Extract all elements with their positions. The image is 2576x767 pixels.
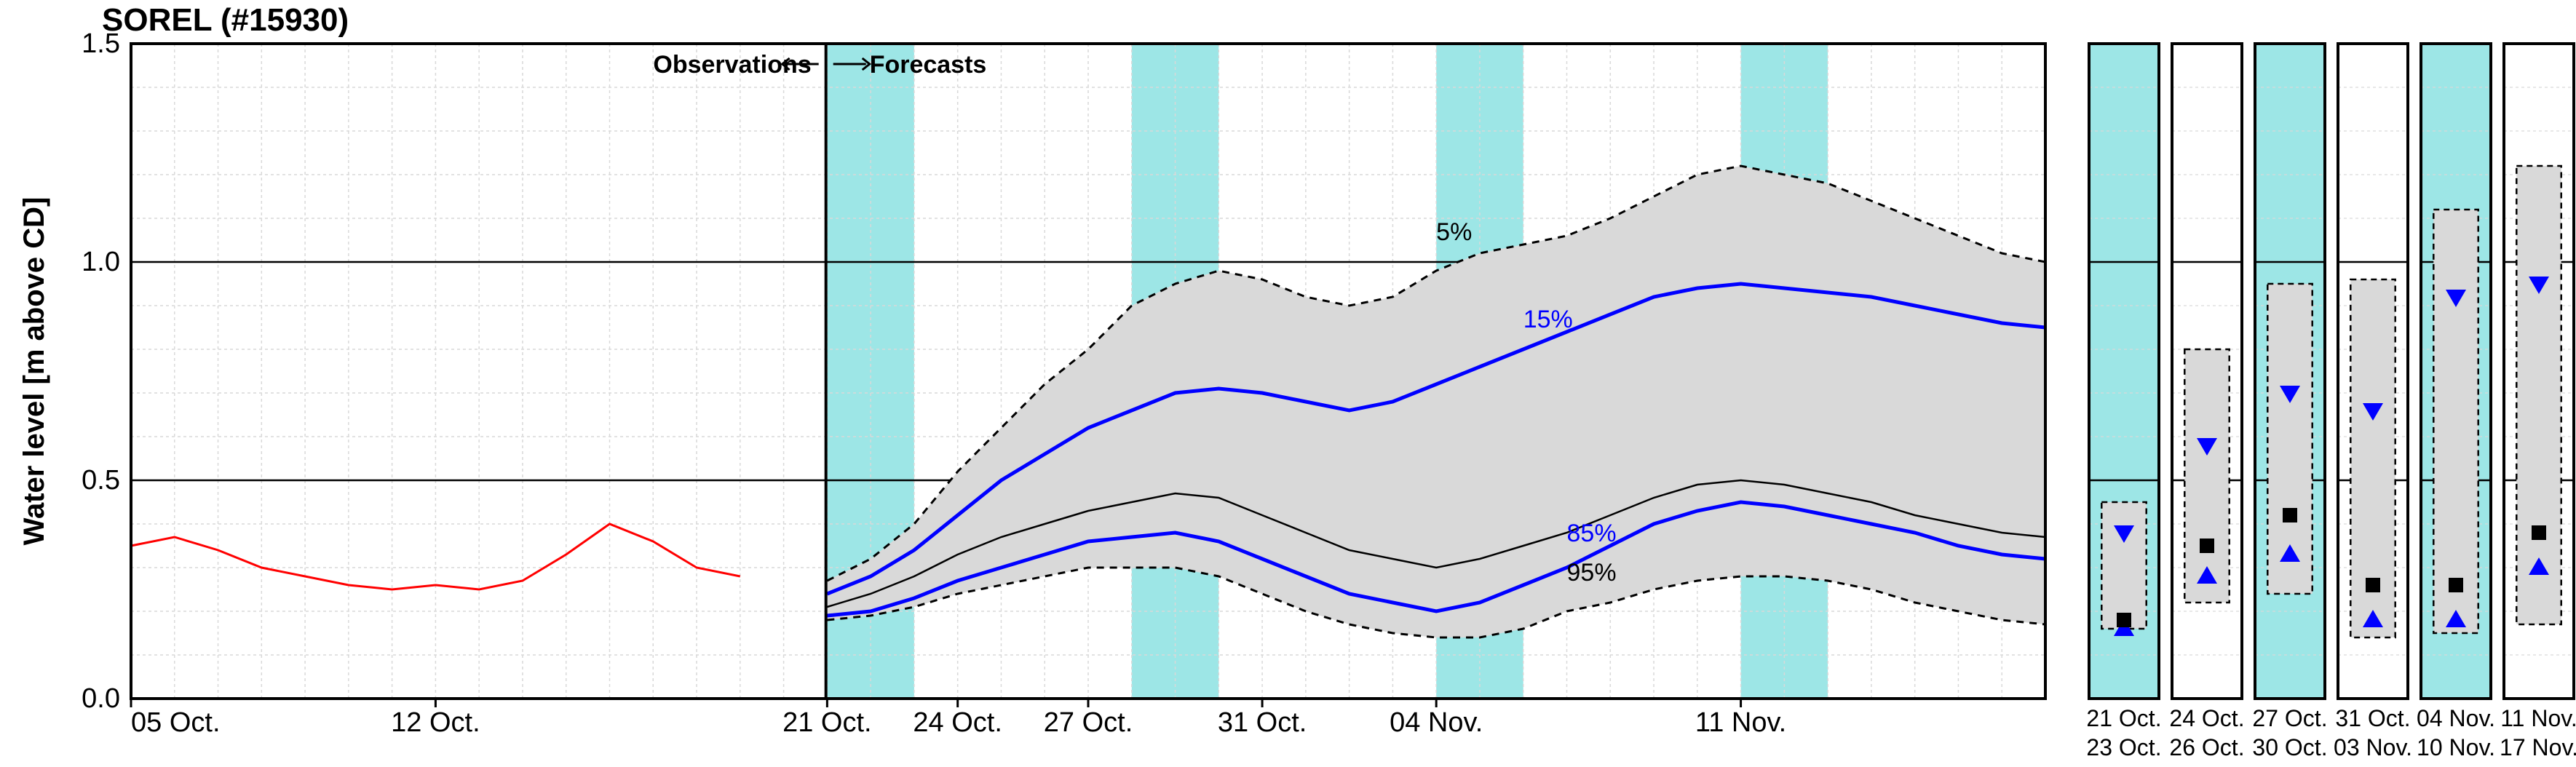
side-band [2516,166,2561,624]
xtick-label: 27 Oct. [1044,707,1133,738]
side-date-top: 27 Oct. [2252,705,2327,731]
side-date-top: 31 Oct. [2335,705,2410,731]
median-marker-icon [2449,578,2463,592]
hydrograph-figure: SOREL (#15930) Water level [m above CD] 5%… [0,0,2576,767]
side-band [2101,502,2146,629]
y-axis-label: Water level [m above CD] [18,197,50,546]
side-date-top: 24 Oct. [2169,705,2244,731]
side-date-top: 11 Nov. [2500,705,2576,731]
xtick-label: 21 Oct. [782,707,872,738]
median-marker-icon [2532,525,2546,540]
side-date-top: 04 Nov. [2417,705,2495,731]
ytick-label: 1.0 [82,247,120,277]
side-band [2184,349,2229,603]
pct-label: 95% [1567,559,1617,587]
median-marker-icon [2283,508,2297,522]
fcst-label: Forecasts [870,51,987,79]
side-date-bot: 23 Oct. [2086,734,2161,760]
chart-title: SOREL (#15930) [102,2,349,38]
side-date-bot: 03 Nov. [2334,734,2412,760]
side-band [2433,210,2478,633]
xtick-label: 24 Oct. [913,707,1002,738]
ytick-label: 0.0 [82,683,120,714]
xtick-label: 11 Nov. [1695,707,1786,738]
pct-label: 5% [1436,218,1472,246]
ytick-label: 0.5 [82,465,120,496]
side-date-top: 21 Oct. [2086,705,2161,731]
xtick-label: 31 Oct. [1218,707,1307,738]
median-marker-icon [2117,613,2131,627]
pct-label: 15% [1523,306,1573,333]
xtick-label: 04 Nov. [1390,707,1483,738]
figure-root: { "title": "SOREL (#15930)", "obs_foreca… [0,0,2576,767]
ytick-label: 1.5 [82,28,120,59]
side-date-bot: 10 Nov. [2417,734,2495,760]
median-marker-icon [2200,539,2214,553]
pct-label: 85% [1567,520,1617,547]
median-marker-icon [2366,578,2380,592]
xtick-label: 05 Oct. [131,707,221,738]
xtick-label: 12 Oct. [391,707,480,738]
side-date-bot: 30 Oct. [2252,734,2327,760]
side-date-bot: 26 Oct. [2169,734,2244,760]
side-date-bot: 17 Nov. [2500,734,2576,760]
